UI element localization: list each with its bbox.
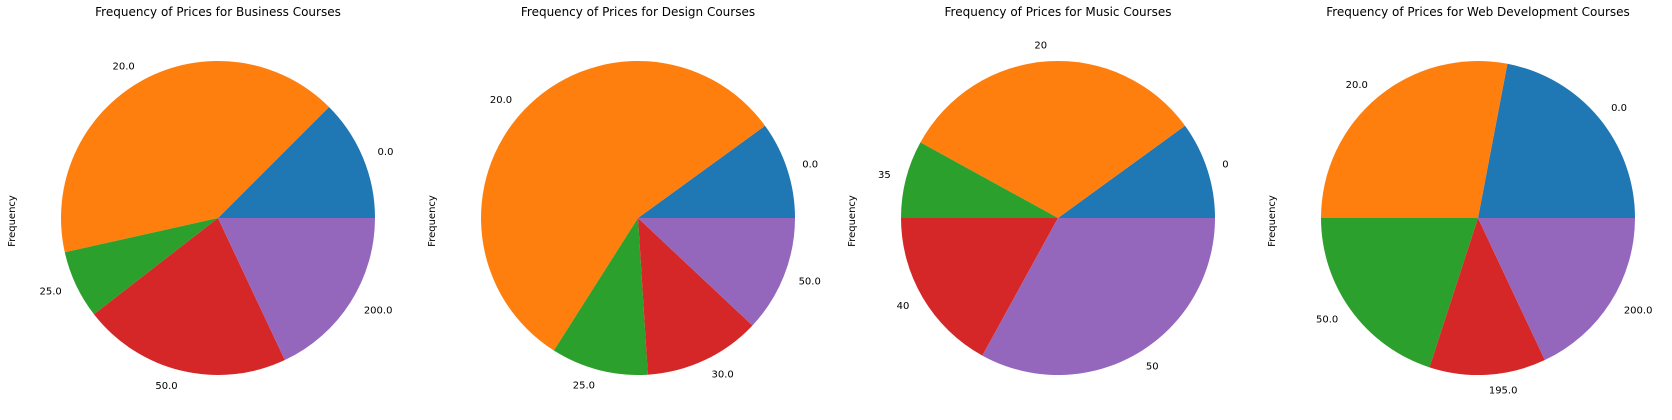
pie-slice-label: 195.0: [1489, 385, 1518, 396]
pie-slice: [920, 60, 1186, 219]
pie-panel-design: Frequency of Prices for Design Courses F…: [427, 5, 821, 391]
pie-slice-label: 30.0: [712, 369, 734, 380]
pie-slice: [64, 218, 218, 315]
pie-slice-label: 0.0: [1611, 103, 1627, 114]
pie-slice: [1478, 63, 1635, 218]
pie-slice-label: 25.0: [39, 287, 61, 298]
pie-slice: [638, 125, 795, 218]
pie-slice: [638, 218, 795, 326]
pie-slice-label: 35: [878, 170, 891, 181]
pie-slices-design: 0.0 20.0 25.0 30.0 50.0: [481, 60, 821, 391]
y-axis-label: Frequency: [427, 195, 438, 247]
pie-slice: [60, 60, 330, 253]
y-axis-label: Frequency: [1267, 195, 1278, 247]
pie-slice: [218, 218, 375, 361]
pie-slice: [1321, 60, 1508, 218]
pie-slice: [1478, 218, 1635, 361]
pie-slice: [1429, 218, 1545, 376]
y-axis-label: Frequency: [7, 195, 18, 247]
pie-slice: [218, 106, 375, 218]
pie-slice: [93, 218, 285, 376]
pie-slice-label: 25.0: [573, 380, 595, 391]
pie-slice-label: 200.0: [1624, 306, 1653, 317]
chart-title: Frequency of Prices for Web Development …: [1326, 5, 1630, 19]
pie-slice-label: 50.0: [1316, 315, 1338, 326]
pie-panel-business: Frequency of Prices for Business Courses…: [7, 5, 393, 392]
y-axis-label: Frequency: [847, 195, 858, 247]
pie-slice-label: 200.0: [364, 306, 393, 317]
pie-slices-business: 0.0 20.0 25.0 50.0 200.0: [39, 60, 394, 392]
pie-slice-label: 20.0: [490, 95, 512, 106]
pie-slice-label: 0.0: [378, 147, 394, 158]
pie-slice: [1058, 125, 1215, 218]
pie-slice: [901, 218, 1058, 356]
pie-slice-label: 20.0: [1346, 80, 1368, 91]
pie-slice-label: 0.0: [802, 160, 818, 171]
pie-slice-label: 40: [897, 301, 910, 312]
pie-slice-label: 50.0: [155, 381, 177, 392]
pie-slice-label: 0: [1222, 160, 1228, 171]
pie-slice: [982, 218, 1215, 376]
pie-slice: [481, 60, 766, 351]
pie-slice: [638, 218, 753, 375]
chart-title: Frequency of Prices for Business Courses: [95, 5, 341, 19]
pie-slice: [553, 218, 648, 375]
chart-title: Frequency of Prices for Music Courses: [945, 5, 1172, 19]
pie-slice: [1321, 218, 1478, 368]
pie-slice-label: 20: [1034, 41, 1047, 52]
pie-slice: [901, 142, 1058, 218]
pie-slice-label: 50: [1146, 362, 1159, 373]
chart-title: Frequency of Prices for Design Courses: [521, 5, 755, 19]
pie-panel-music: Frequency of Prices for Music Courses Fr…: [847, 5, 1229, 376]
pie-slice-label: 20.0: [113, 62, 135, 73]
pie-slices-music: 0 20 35 40 50: [878, 41, 1229, 376]
pie-slices-web-development: 0.0 20.0 50.0 195.0 200.0: [1316, 60, 1653, 396]
pie-slice-label: 50.0: [799, 277, 821, 288]
pie-panel-web-development: Frequency of Prices for Web Development …: [1267, 5, 1652, 396]
